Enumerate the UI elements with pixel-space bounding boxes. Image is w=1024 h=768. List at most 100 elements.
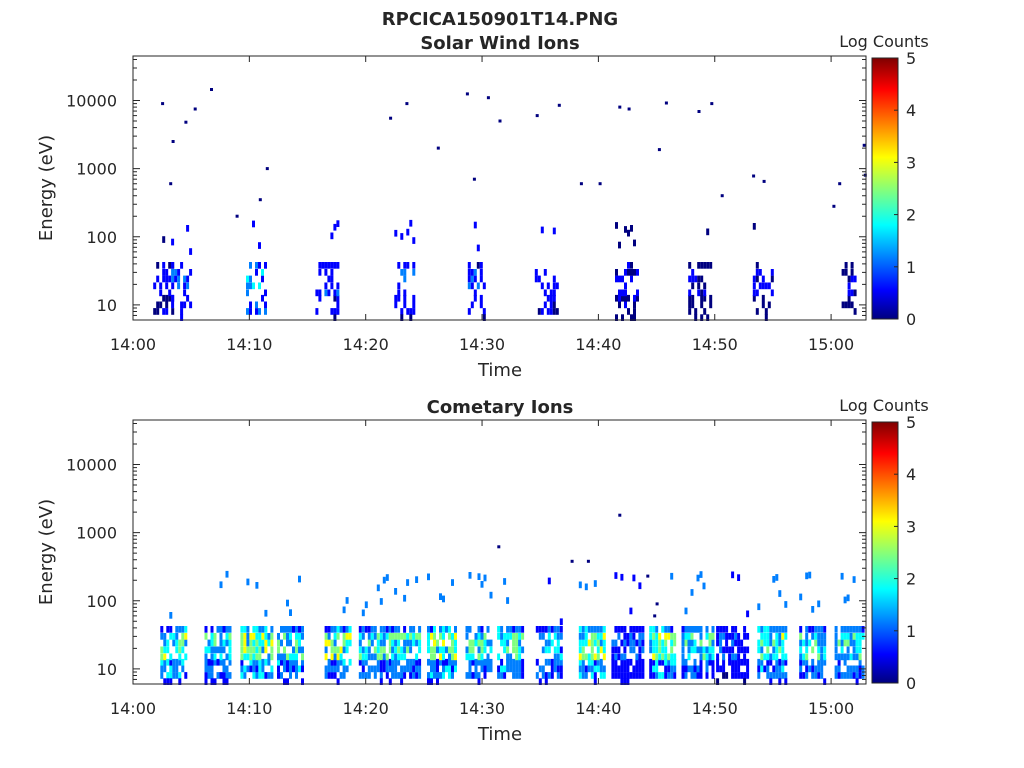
- heatmap-cell: [379, 633, 383, 640]
- heatmap-cell: [261, 626, 265, 633]
- heatmap-cell: [348, 639, 352, 647]
- heatmap-cell: [699, 633, 703, 640]
- heatmap-cell: [681, 653, 685, 661]
- heatmap-cell: [183, 289, 187, 297]
- heatmap-cell: [486, 639, 490, 647]
- heatmap-cell: [767, 282, 771, 290]
- heatmap-cell: [684, 607, 688, 615]
- heatmap-cell: [159, 289, 163, 297]
- heatmap-cell: [342, 633, 346, 640]
- heatmap-cell: [757, 626, 761, 633]
- heatmap-cell: [454, 626, 457, 633]
- heatmap-cell: [820, 653, 824, 661]
- heatmap-cell: [547, 577, 551, 585]
- heatmap-cell: [635, 653, 639, 661]
- heatmap-cell: [681, 658, 685, 666]
- heatmap-cell: [769, 633, 773, 640]
- heatmap-cell: [766, 633, 770, 640]
- heatmap-cell: [292, 653, 295, 661]
- heatmap-cell: [345, 639, 349, 647]
- heatmap-cell: [204, 646, 208, 654]
- heatmap-cell: [544, 626, 548, 633]
- heatmap-cell: [849, 665, 853, 673]
- heatmap-cell: [766, 665, 770, 673]
- heatmap-cell: [649, 626, 653, 633]
- heatmap-cell: [814, 626, 818, 633]
- heatmap-cell: [770, 289, 774, 297]
- heatmap-cell: [837, 639, 841, 647]
- heatmap-cell: [442, 665, 445, 673]
- heatmap-cell: [186, 282, 190, 290]
- heatmap-cell: [852, 626, 856, 633]
- heatmap-cell: [243, 626, 247, 633]
- heatmap-cell: [397, 672, 401, 679]
- heatmap-cell: [412, 262, 416, 269]
- heatmap-cell: [391, 653, 395, 661]
- heatmap-cell: [834, 672, 838, 679]
- heatmap-cell: [549, 301, 553, 309]
- heatmap-cell: [552, 282, 556, 290]
- heatmap-cell: [621, 314, 624, 321]
- heatmap-cell: [512, 658, 516, 666]
- heatmap-cell: [255, 301, 258, 309]
- heatmap-cell: [264, 626, 268, 633]
- heatmap-cell: [255, 639, 259, 647]
- heatmap-cell: [177, 275, 181, 283]
- heatmap-cell: [385, 672, 389, 679]
- heatmap-cell: [166, 678, 170, 685]
- heatmap-cell: [412, 237, 416, 244]
- heatmap-cell: [690, 589, 694, 596]
- heatmap-cell: [728, 646, 732, 654]
- heatmap-cell: [327, 275, 331, 283]
- heatmap-cell: [448, 653, 451, 661]
- heatmap-cell: [722, 646, 726, 654]
- heatmap-cell: [249, 639, 253, 647]
- burst: [535, 577, 563, 685]
- heatmap-cell: [761, 282, 765, 290]
- heatmap-cell: [850, 262, 854, 269]
- heatmap-cell: [752, 289, 756, 297]
- heatmap-cell: [373, 672, 377, 679]
- heatmap-cell: [252, 220, 255, 228]
- sparse-point: [465, 92, 469, 96]
- heatmap-cell: [286, 626, 289, 633]
- heatmap-cell: [327, 672, 331, 679]
- heatmap-cell: [705, 653, 709, 661]
- heatmap-cell: [433, 646, 436, 654]
- heatmap-cell: [213, 633, 217, 640]
- heatmap-cell: [486, 658, 490, 666]
- heatmap-cell: [415, 633, 419, 640]
- heatmap-cell: [252, 626, 256, 633]
- heatmap-cell: [711, 665, 715, 673]
- heatmap-cell: [168, 294, 172, 302]
- heatmap-cell: [624, 282, 627, 290]
- heatmap-cell: [617, 646, 621, 654]
- heatmap-cell: [480, 626, 484, 633]
- sparse-point: [235, 214, 239, 218]
- heatmap-cell: [847, 282, 851, 290]
- heatmap-cell: [324, 633, 328, 640]
- heatmap-cell: [471, 639, 475, 647]
- heatmap-cell: [222, 626, 226, 633]
- heatmap-cell: [737, 639, 741, 647]
- heatmap-cell: [406, 639, 410, 647]
- heatmap-cell: [843, 633, 847, 640]
- heatmap-cell: [261, 269, 264, 276]
- heatmap-cell: [775, 639, 779, 647]
- heatmap-cell: [855, 646, 859, 654]
- heatmap-cell: [467, 308, 471, 315]
- heatmap-cell: [681, 633, 685, 640]
- heatmap-cell: [521, 626, 525, 633]
- heatmap-cell: [474, 633, 478, 640]
- heatmap-cell: [687, 665, 691, 673]
- heatmap-cell: [614, 572, 618, 579]
- heatmap-cell: [775, 653, 779, 661]
- heatmap-cell: [503, 639, 507, 647]
- heatmap-cell: [418, 672, 422, 679]
- heatmap-cell: [623, 672, 627, 679]
- heatmap-cell: [757, 658, 761, 666]
- heatmap-cell: [219, 639, 223, 647]
- heatmap-cell: [240, 658, 244, 666]
- heatmap-cell: [581, 665, 585, 673]
- heatmap-cell: [587, 653, 591, 661]
